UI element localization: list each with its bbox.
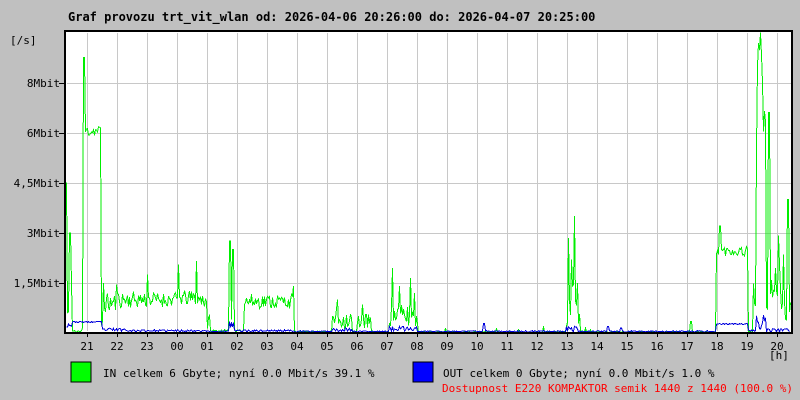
gridlines: [67, 33, 791, 331]
availability-text: Dostupnost E220 KOMPAKTOR semik 1440 z 1…: [442, 382, 793, 395]
x-tick-label: 16: [650, 340, 663, 353]
x-tick-label: 01: [200, 340, 213, 353]
x-tick-label: 18: [710, 340, 723, 353]
x-tick-label: 03: [260, 340, 273, 353]
plot-border: [64, 30, 793, 334]
x-tick-label: 17: [680, 340, 693, 353]
x-tick-label: 21: [80, 340, 93, 353]
legend-in-label: IN celkem 6 Gbyte; nyní 0.0 Mbit/s 39.1 …: [103, 367, 375, 380]
x-tick-label: 19: [740, 340, 753, 353]
legend-out-swatch: [412, 361, 434, 383]
x-tick-label: 20: [770, 340, 783, 353]
x-axis-labels: 21 22 23 00 01 02 03 04 05 06 07 08 09 10 11 12 13 14 15 16…: [80, 340, 783, 353]
plot-area: [65, 31, 792, 333]
x-tick-label: 02: [230, 340, 243, 353]
x-tick-label: 23: [140, 340, 153, 353]
y-axis-labels: 8Mbit 6Mbit 4,5Mbit 3Mbit 1,5Mbit: [14, 77, 60, 290]
y-tick-label: 4,5Mbit: [14, 177, 60, 190]
graph-title: Graf provozu trt_vit_wlan od: 2026-04-06…: [68, 10, 595, 25]
x-tick-label: 13: [560, 340, 573, 353]
legend-in-swatch: [70, 361, 92, 383]
y-tick-label: 3Mbit: [27, 227, 60, 240]
x-tick-label: 22: [110, 340, 123, 353]
x-tick-label: 08: [410, 340, 423, 353]
x-tick-label: 12: [530, 340, 543, 353]
y-tick-label: 1,5Mbit: [14, 277, 60, 290]
x-tick-label: 00: [170, 340, 183, 353]
y-tick-label: 8Mbit: [27, 77, 60, 90]
legend-out-label: OUT celkem 0 Gbyte; nyní 0.0 Mbit/s 1.0 …: [443, 367, 715, 380]
x-tick-label: 15: [620, 340, 633, 353]
y-axis-unit-label: [/s]: [10, 34, 37, 47]
x-tick-label: 05: [320, 340, 333, 353]
x-tick-label: 06: [350, 340, 363, 353]
x-tick-label: 14: [590, 340, 604, 353]
x-tick-label: 07: [380, 340, 393, 353]
x-axis-unit-label: [h]: [769, 349, 789, 362]
x-tick-label: 11: [500, 340, 513, 353]
x-tick-label: 10: [470, 340, 483, 353]
x-tick-label: 04: [290, 340, 304, 353]
y-tick-label: 6Mbit: [27, 127, 60, 140]
x-tick-label: 09: [440, 340, 453, 353]
out-series-line: [66, 315, 790, 334]
axis-ticks: [59, 83, 778, 337]
